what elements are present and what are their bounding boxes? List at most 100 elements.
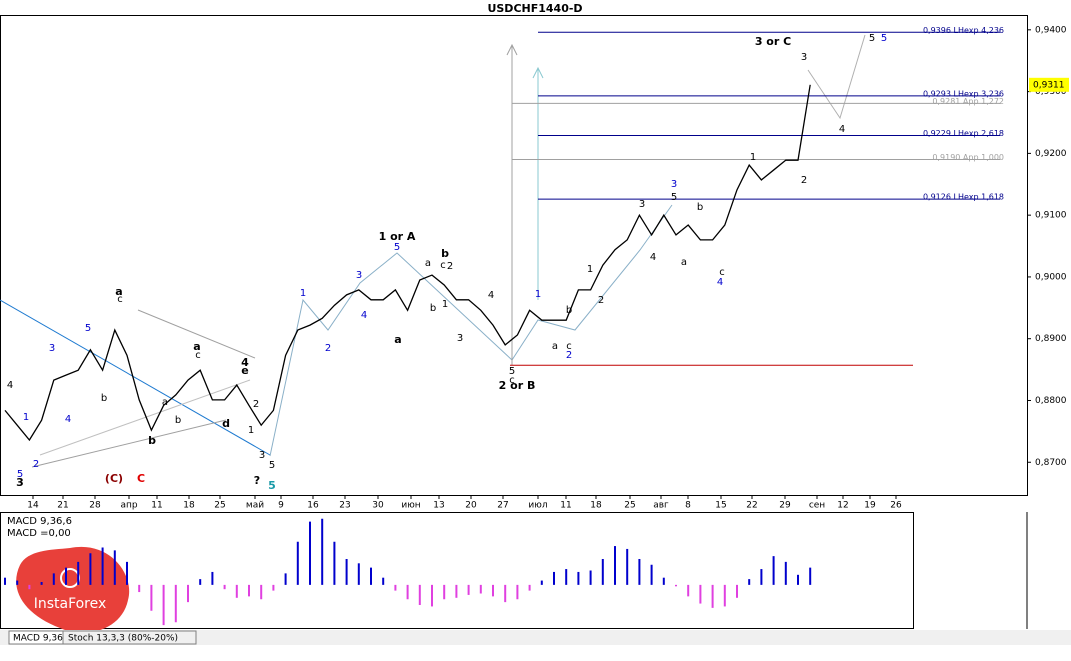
y-tick-label: 0,8800 xyxy=(1035,396,1067,406)
tab-label[interactable]: MACD 9,36,6 xyxy=(13,634,72,644)
wave-label: 1 xyxy=(587,264,593,275)
arrow-head xyxy=(532,66,544,79)
wave-label: 4 xyxy=(839,124,845,135)
wave-label: 3 xyxy=(639,199,645,210)
macd-bar xyxy=(784,561,787,585)
macd-bar xyxy=(199,579,202,585)
macd-bar xyxy=(687,584,690,597)
macd-bar xyxy=(321,518,324,585)
x-tick-label: 15 xyxy=(715,501,726,511)
x-tick-label: 28 xyxy=(89,501,101,511)
price-line xyxy=(4,84,811,442)
trendlines xyxy=(0,34,866,468)
x-tick-label: 30 xyxy=(372,501,384,511)
tab-bar xyxy=(0,630,1071,645)
macd-bar xyxy=(443,584,446,600)
wave-label: 1 or A xyxy=(379,230,416,243)
x-tick-label: 11 xyxy=(560,501,571,511)
wave-label: 5 xyxy=(881,33,887,44)
x-tick-label: 26 xyxy=(890,501,902,511)
current-price-label: 0,9311 xyxy=(1033,80,1065,90)
wave-label: 4 xyxy=(241,356,249,369)
trendline xyxy=(31,419,227,468)
wave-label: a xyxy=(394,333,401,346)
macd-bar xyxy=(370,567,372,585)
tab-label[interactable]: Stoch 13,3,3 (80%-20%) xyxy=(68,634,178,644)
wave-label: 3 xyxy=(356,270,362,281)
macd-bar xyxy=(394,584,397,591)
wave-label: 4 xyxy=(361,310,367,321)
chart-title: USDCHF1440-D xyxy=(487,2,582,15)
wave-label: 1 xyxy=(750,152,756,163)
level-label: 0,9293 LHexp 3,236 xyxy=(923,89,1004,98)
x-tick-label: 11 xyxy=(151,501,162,511)
wave-label: 5 xyxy=(509,366,515,377)
wave-label: a xyxy=(552,341,558,352)
wave-label: 3 xyxy=(457,333,463,344)
wave-label: c xyxy=(566,341,572,352)
y-tick-label: 0,9100 xyxy=(1035,211,1067,221)
wave-label: 2 xyxy=(801,175,807,186)
macd-bar xyxy=(406,584,409,600)
macd-bar xyxy=(431,584,433,607)
macd-bar xyxy=(357,563,360,585)
wave-label: 3 xyxy=(16,476,24,489)
level-label: 0,9396 LHexp 4,236 xyxy=(923,26,1004,35)
macd-bar xyxy=(4,577,6,585)
macd-bar xyxy=(650,564,653,585)
wave-label: 5 xyxy=(869,33,875,44)
main-frame xyxy=(0,15,1028,496)
x-tick-label: 18 xyxy=(590,501,602,511)
macd-bar xyxy=(516,584,519,600)
macd-bar xyxy=(772,556,775,585)
wave-path xyxy=(269,204,673,457)
macd-bar xyxy=(187,584,189,603)
macd-bar xyxy=(235,584,238,598)
macd-bar xyxy=(174,584,177,623)
macd-bar xyxy=(223,584,226,590)
macd-bar xyxy=(101,547,104,585)
macd-bar xyxy=(16,580,19,585)
macd-bar xyxy=(504,584,507,603)
wave-label: 1 xyxy=(300,288,306,299)
x-tick-label: 20 xyxy=(465,501,477,511)
level-label: 0,9126 LHexp 1,618 xyxy=(923,193,1004,202)
wave-label: 3 xyxy=(801,52,807,63)
x-tick-label: 14 xyxy=(27,501,39,511)
x-tick-label: 13 xyxy=(433,501,444,511)
x-tick-label: сен xyxy=(809,501,825,511)
wave-label: 3 xyxy=(49,343,55,354)
y-tick-label: 0,9000 xyxy=(1035,272,1067,282)
macd-bar xyxy=(736,584,738,598)
macd-bar xyxy=(760,569,763,585)
wave-label: 2 xyxy=(253,399,259,410)
wave-label: b xyxy=(697,202,703,213)
tab[interactable] xyxy=(62,630,197,645)
macd-bar xyxy=(150,584,153,611)
x-tick-label: 9 xyxy=(278,501,284,511)
macd-bar xyxy=(138,584,141,593)
x-tick-label: 18 xyxy=(183,501,195,511)
wave-label: b xyxy=(101,393,107,404)
macd-bar xyxy=(113,550,116,585)
wave-label: ? xyxy=(254,474,260,487)
wave-label: a xyxy=(193,340,200,353)
macd-bar xyxy=(382,577,385,585)
wave-label: 2 xyxy=(325,343,331,354)
wave-label: c xyxy=(509,375,515,386)
x-tick-label: июн xyxy=(401,501,420,511)
macd-bar xyxy=(638,559,641,585)
macd-bar xyxy=(797,574,799,585)
y-tick-label: 0,8900 xyxy=(1035,334,1067,344)
x-tick-label: 25 xyxy=(624,501,635,511)
wave-label: 2 or B xyxy=(499,379,536,392)
wave-label: 2 xyxy=(566,350,572,361)
macd-bar xyxy=(662,577,665,585)
macd-bar xyxy=(723,584,726,607)
wave-label: c xyxy=(195,350,201,361)
x-tick-label: июл xyxy=(528,501,547,511)
trendline xyxy=(0,299,271,456)
macd-bar xyxy=(28,584,31,590)
macd-title: MACD 9,36,6 xyxy=(7,516,72,527)
macd-bar xyxy=(77,561,80,585)
